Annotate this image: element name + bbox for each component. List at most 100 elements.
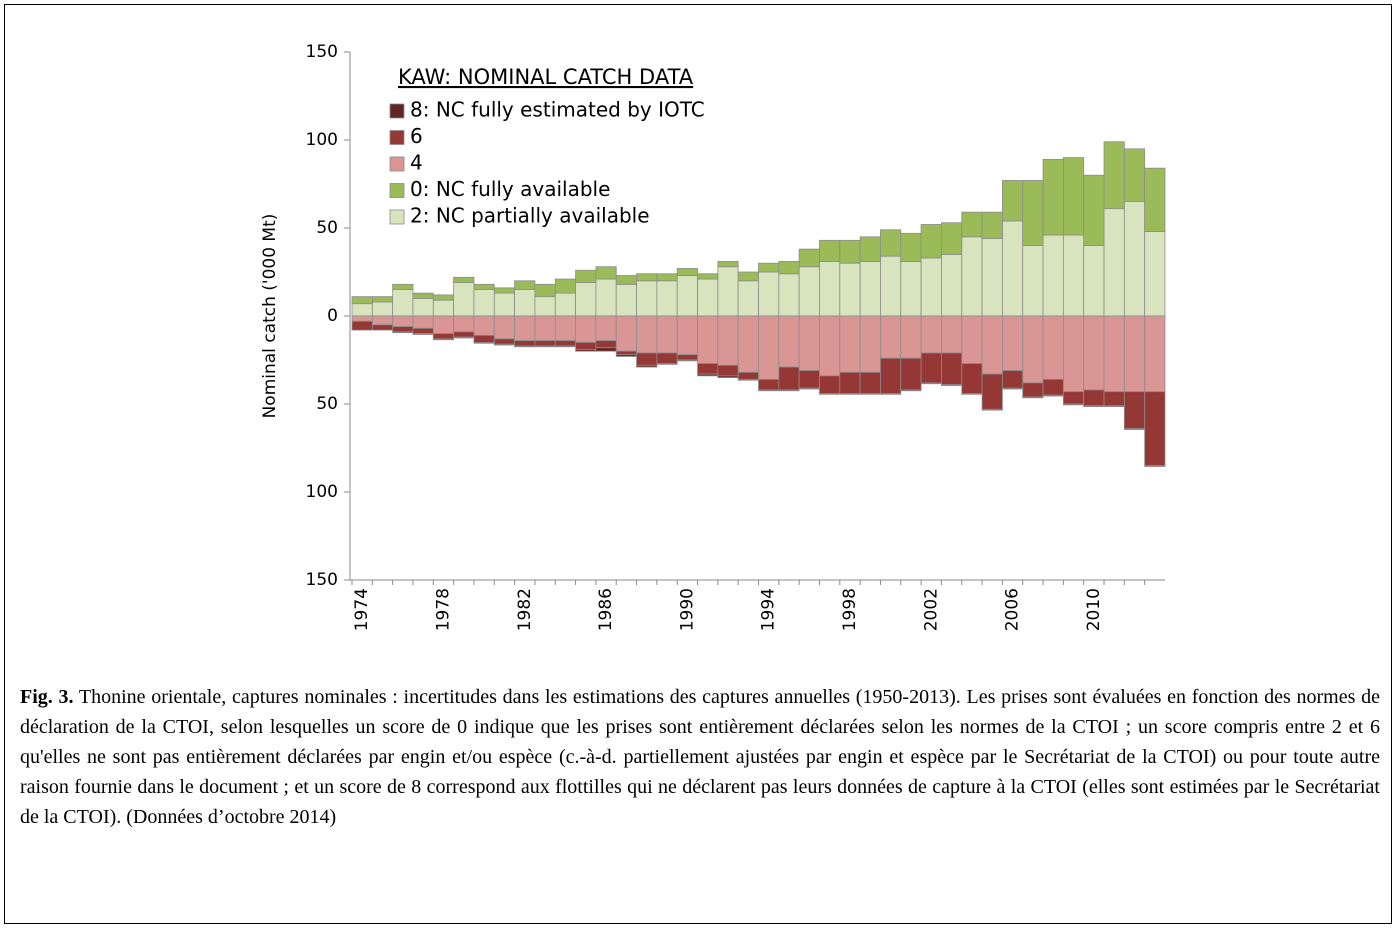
bar-segment [697,363,719,375]
bar-segment [371,296,394,303]
bar-segment [900,357,922,391]
bar-segment [1062,315,1085,393]
bar-segment [758,315,780,380]
bar-segment [554,345,576,348]
bar-segment [615,315,637,352]
bar-segment [1042,394,1064,397]
bar-segment [554,292,576,317]
bar-segment [432,315,455,335]
bar-segment [1144,465,1166,467]
bar-segment [656,315,678,354]
bar-segment [493,338,515,345]
legend-swatch [389,156,405,172]
bar-segment [351,296,373,305]
y-tick-label: 150 [306,570,338,590]
bar-segment [636,364,658,368]
bar-segment [534,345,556,348]
bar-segment [717,261,739,268]
bar-segment [1022,396,1044,399]
bar-segment [920,382,942,385]
bar-segment [534,283,556,298]
bar-segment [1123,315,1146,393]
bar-segment [412,315,434,329]
bar-segment [1144,167,1166,232]
bar-segment [758,271,780,317]
bar-segment [1002,387,1024,390]
y-axis-label: Nominal catch ('000 Mt) [260,214,280,419]
bar-segment [961,236,983,317]
bar-segment [432,333,455,340]
bar-segment [473,289,495,317]
bar-segment [880,229,902,257]
bar-segment [514,340,536,347]
bar-segment [473,283,495,291]
bar-segment [676,315,698,356]
bar-segment [351,315,373,322]
bar-segment [432,294,455,301]
bar-segment [920,257,942,317]
x-tick-label: 1982 [515,588,535,631]
bar-segment [575,269,597,283]
bar-segment [473,334,495,343]
bar-segment [920,224,942,259]
bar-segment [595,266,617,280]
bar-segment [1123,428,1146,430]
bar-segment [1062,157,1085,236]
bar-segment [615,283,637,317]
bar-segment [941,315,963,354]
bar-segment [534,340,556,347]
caption-label: Fig. 3. [20,686,74,708]
bar-segment [1103,391,1125,407]
bar-segment [737,271,759,282]
bar-segment [453,331,475,338]
bar-segment [798,315,820,371]
caption: Fig. 3. Thonine orientale, captures nomi… [20,682,1380,832]
bar-segment [859,371,881,394]
bar-segment [798,266,820,317]
bar-segment [880,315,902,359]
bar-segment [981,211,1003,239]
bar-segment [351,303,373,317]
bar-segment [941,222,963,255]
bar-segment [737,315,759,373]
bar-segment [432,299,455,317]
bar-segment [1062,234,1085,317]
bar-segment [1144,391,1166,466]
bar-segment [453,315,475,333]
bar-segment [737,378,759,381]
bar-segment [859,315,881,373]
bar-segment [1062,391,1085,405]
bar-segment [981,238,1003,317]
bar-segment [1144,231,1166,317]
x-tick-label: 1978 [433,588,453,631]
legend-title: KAW: NOMINAL CATCH DATA [398,65,694,89]
bar-segment [1022,382,1044,398]
bar-segment [493,315,515,340]
bar-segment [1002,315,1024,371]
legend-label: 6 [410,124,423,148]
bar-segment [676,275,698,317]
x-tick-label: 1998 [840,588,860,631]
x-tick-label: 1974 [352,588,372,631]
bar-segment [636,273,658,282]
bar-segment [493,343,515,346]
bar-segment [900,261,922,317]
bar-segment [575,341,597,350]
bar-segment [1083,405,1105,408]
bar-segment [900,232,922,262]
bar-segment [819,315,841,377]
bar-segment [859,261,881,317]
bar-segment [1022,315,1044,384]
bar-segment [1062,403,1085,406]
bar-segment [697,278,719,317]
bar-segment [493,287,515,294]
bar-segment [798,248,820,268]
bar-segment [656,280,678,317]
legend-label: 0: NC fully available [410,177,610,201]
bar-segment [758,389,780,392]
bar-segment [981,408,1003,411]
bar-segment [1002,180,1024,222]
bar-segment [900,389,922,392]
bar-segment [534,315,556,342]
bar-segment [636,315,658,354]
